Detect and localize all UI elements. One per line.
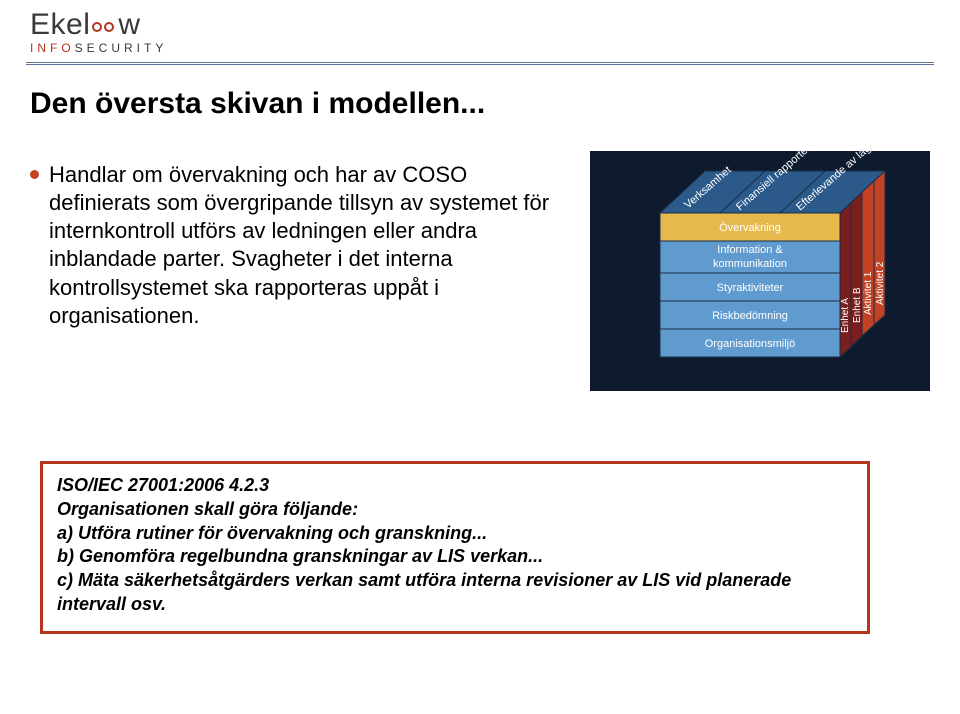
front-label-4: Organisationsmiljö <box>705 338 795 350</box>
callout-line2: a) Utföra rutiner för övervakning och gr… <box>57 522 853 546</box>
content-area: Handlar om övervakning och har av COSO d… <box>0 121 960 391</box>
cube-front-face: Övervakning Information & kommunikation … <box>660 213 840 357</box>
callout-line1: Organisationen skall göra följande: <box>57 498 853 522</box>
side-label-0: Enhet A <box>840 298 851 333</box>
logo-subtitle: INFOSECURITY <box>30 42 167 54</box>
front-label-2: Styraktiviteter <box>717 282 784 294</box>
logo-part1: Ekel <box>30 10 90 40</box>
logo: Ekel w INFOSECURITY <box>30 10 167 54</box>
page-title: Den översta skivan i modellen... <box>0 65 960 121</box>
callout-heading: ISO/IEC 27001:2006 4.2.3 <box>57 474 853 498</box>
cube-column: Verksamhet Finansiell rapportering Efter… <box>590 161 930 391</box>
front-label-0: Övervakning <box>719 222 781 234</box>
logo-umlaut-icon <box>92 10 116 40</box>
front-label-1b: kommunikation <box>713 258 787 270</box>
body-column: Handlar om övervakning och har av COSO d… <box>30 161 566 391</box>
logo-wordmark: Ekel w <box>30 10 167 40</box>
bullet-icon <box>30 170 39 179</box>
body-paragraph: Handlar om övervakning och har av COSO d… <box>49 161 566 330</box>
callout-box: ISO/IEC 27001:2006 4.2.3 Organisationen … <box>40 461 870 634</box>
side-label-3: Aktivitet 2 <box>875 261 886 305</box>
slide-page: Ekel w INFOSECURITY Den översta skivan i… <box>0 0 960 714</box>
side-label-2: Aktivitet 1 <box>863 271 874 315</box>
callout-line3: b) Genomföra regelbundna granskningar av… <box>57 545 853 569</box>
logo-sub-info: INFO <box>30 41 75 55</box>
logo-sub-security: SECURITY <box>75 41 168 55</box>
iso-callout: ISO/IEC 27001:2006 4.2.3 Organisationen … <box>40 461 870 634</box>
coso-cube-diagram: Verksamhet Finansiell rapportering Efter… <box>590 151 930 391</box>
front-label-3: Riskbedömning <box>712 310 788 322</box>
logo-part2: w <box>118 10 140 40</box>
callout-line4: c) Mäta säkerhetsåtgärders verkan samt u… <box>57 569 853 617</box>
header: Ekel w INFOSECURITY <box>0 0 960 54</box>
side-label-1: Enhet B <box>852 287 863 323</box>
bullet-item: Handlar om övervakning och har av COSO d… <box>30 161 566 330</box>
front-label-1a: Information & <box>717 244 783 256</box>
